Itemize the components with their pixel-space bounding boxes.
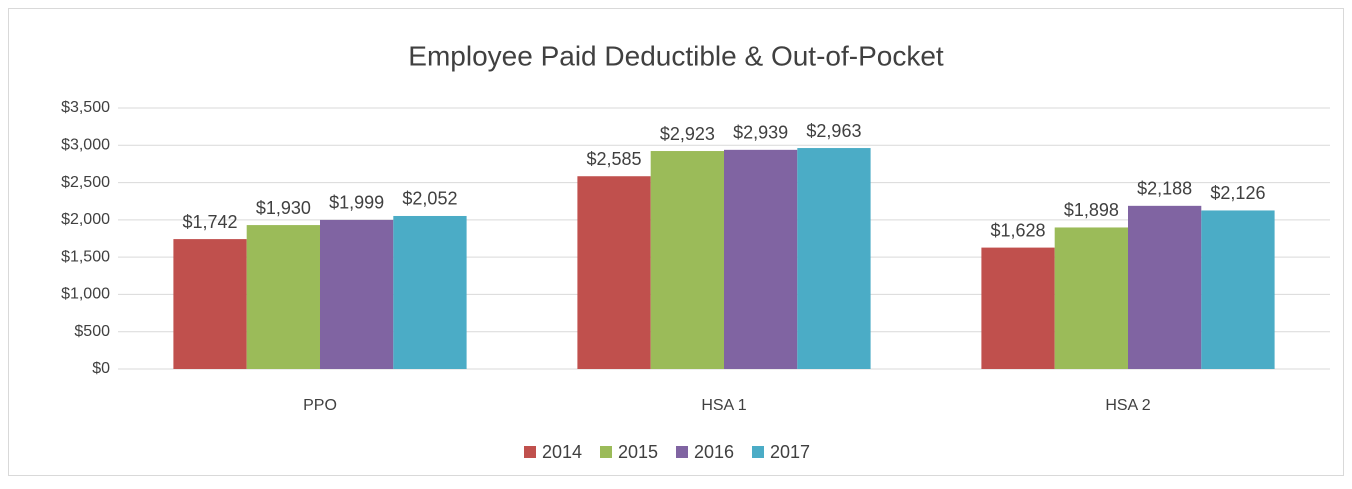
data-label: $1,898	[1064, 200, 1119, 220]
x-tick-label: HSA 1	[701, 397, 746, 414]
data-label: $1,999	[329, 193, 384, 213]
data-label: $1,742	[183, 212, 238, 232]
y-tick-label: $1,500	[61, 248, 110, 265]
y-tick-label: $3,000	[61, 137, 110, 154]
bar	[577, 176, 651, 369]
legend-label: 2017	[770, 442, 810, 462]
data-label: $2,126	[1210, 183, 1265, 203]
data-label: $2,939	[733, 123, 788, 143]
bar	[724, 149, 798, 369]
bar	[393, 215, 467, 369]
legend-label: 2014	[542, 442, 582, 462]
y-tick-label: $2,000	[61, 211, 110, 228]
legend-swatch	[752, 446, 764, 458]
bar	[650, 151, 724, 369]
y-tick-label: $1,000	[61, 286, 110, 303]
y-tick-label: $3,500	[61, 99, 110, 116]
legend-swatch	[676, 446, 688, 458]
data-label: $2,585	[587, 149, 642, 169]
legend-swatch	[524, 446, 536, 458]
data-label: $2,923	[660, 124, 715, 144]
bar	[1054, 227, 1128, 369]
x-tick-label: HSA 2	[1105, 397, 1150, 414]
legend-label: 2016	[694, 442, 734, 462]
data-label: $1,628	[991, 220, 1046, 240]
y-tick-label: $500	[74, 323, 110, 340]
legend-swatch	[600, 446, 612, 458]
data-label: $2,963	[806, 121, 861, 141]
data-label: $2,052	[402, 189, 457, 209]
data-label: $2,188	[1137, 179, 1192, 199]
y-tick-label: $2,500	[61, 174, 110, 191]
y-tick-label: $0	[92, 360, 110, 377]
data-label: $1,930	[256, 198, 311, 218]
bar	[173, 239, 247, 369]
x-tick-label: PPO	[303, 397, 337, 414]
bar	[320, 219, 394, 369]
chart-title: Employee Paid Deductible & Out-of-Pocket	[408, 40, 944, 71]
bar	[981, 247, 1055, 369]
legend-label: 2015	[618, 442, 658, 462]
bar	[1201, 210, 1275, 369]
bar	[246, 225, 320, 369]
bar	[1128, 205, 1202, 369]
bar	[797, 148, 871, 369]
